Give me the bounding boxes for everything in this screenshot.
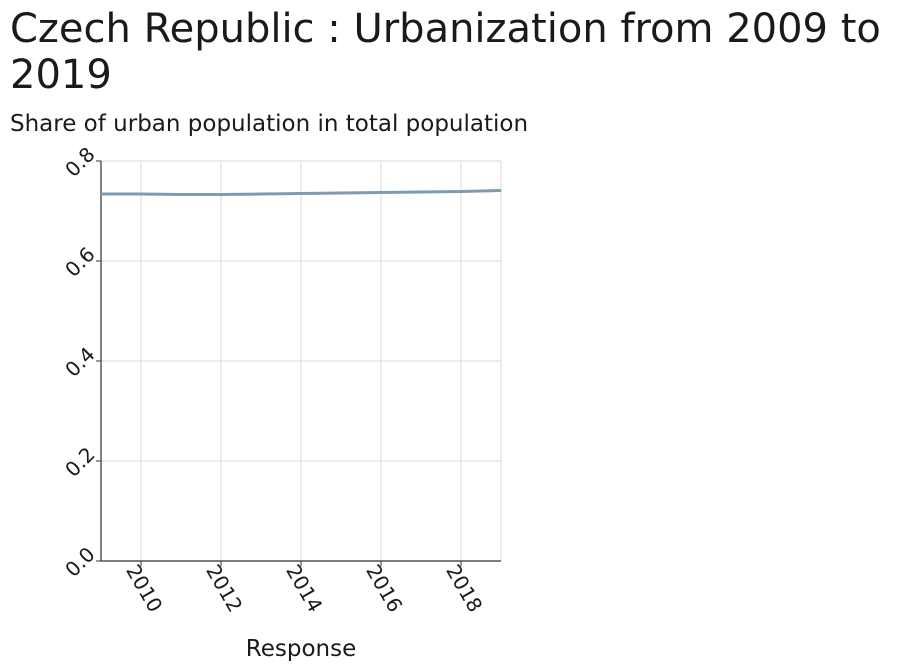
y-tick-label: 0.0 bbox=[60, 542, 99, 581]
x-axis-title: Response bbox=[246, 636, 356, 662]
chart-title: Czech Republic : Urbanization from 2009 … bbox=[10, 6, 881, 98]
x-tick-label: 2010 bbox=[121, 560, 167, 616]
series-line bbox=[101, 189, 502, 196]
grid bbox=[101, 160, 502, 562]
data-point bbox=[100, 193, 103, 196]
x-tick-label: 2014 bbox=[281, 560, 327, 616]
y-tick-label: 0.6 bbox=[60, 242, 99, 281]
x-tick-label: 2016 bbox=[361, 560, 407, 616]
data-point bbox=[500, 189, 503, 192]
data-point bbox=[420, 191, 423, 194]
y-axis-title: Share of urban population in total popul… bbox=[10, 111, 529, 137]
x-tick-label: 2012 bbox=[201, 560, 247, 616]
axes bbox=[96, 160, 501, 566]
x-tick-label: 2018 bbox=[441, 560, 487, 616]
y-tick-label: 0.4 bbox=[60, 342, 99, 381]
series-layer bbox=[100, 189, 503, 196]
tick-labels: 0.0 0.2 0.4 0.6 0.8 2010 2012 2014 2016 2018 bbox=[60, 142, 487, 616]
y-tick-label: 0.2 bbox=[60, 442, 99, 481]
data-point bbox=[220, 193, 223, 196]
data-point bbox=[340, 192, 343, 195]
data-point bbox=[180, 193, 183, 196]
y-tick-label: 0.8 bbox=[60, 142, 99, 181]
data-point bbox=[460, 190, 463, 193]
data-point bbox=[140, 193, 143, 196]
data-point bbox=[380, 191, 383, 194]
data-point bbox=[300, 192, 303, 195]
data-point bbox=[260, 193, 263, 196]
